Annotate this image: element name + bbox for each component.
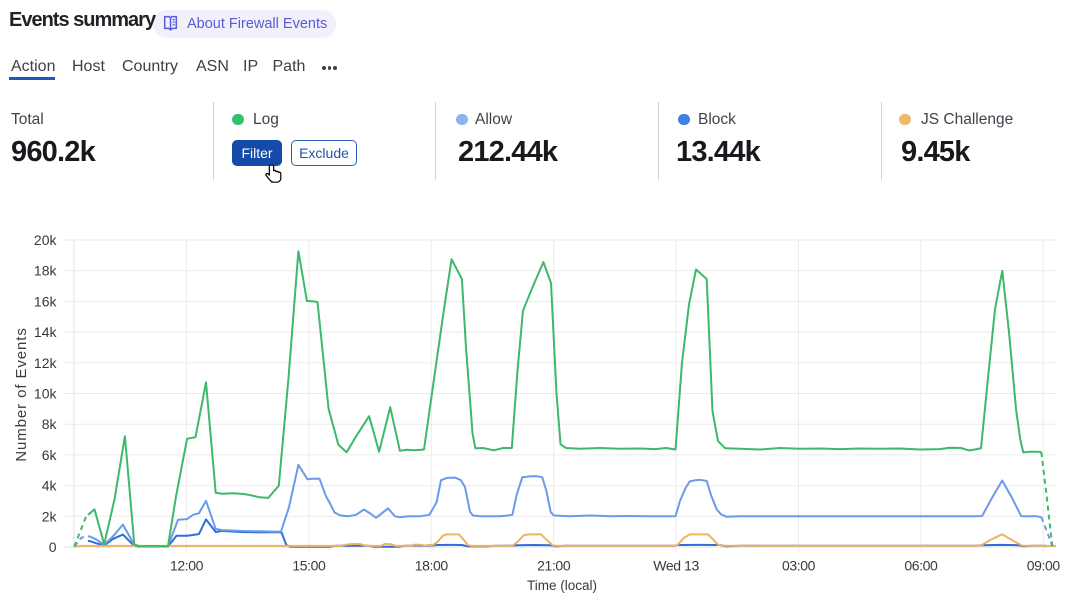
- svg-text:15:00: 15:00: [292, 558, 326, 574]
- svg-text:6k: 6k: [42, 447, 58, 463]
- svg-text:21:00: 21:00: [537, 558, 571, 574]
- svg-text:8k: 8k: [42, 416, 58, 432]
- svg-text:18:00: 18:00: [415, 558, 449, 574]
- svg-text:12k: 12k: [34, 355, 58, 371]
- svg-text:06:00: 06:00: [904, 558, 938, 574]
- svg-text:4k: 4k: [42, 478, 58, 494]
- svg-text:14k: 14k: [34, 324, 58, 340]
- svg-text:Wed 13: Wed 13: [653, 558, 699, 574]
- svg-text:10k: 10k: [34, 386, 58, 402]
- svg-text:Time (local): Time (local): [527, 578, 597, 593]
- svg-text:12:00: 12:00: [170, 558, 204, 574]
- svg-text:0: 0: [49, 539, 57, 555]
- svg-text:03:00: 03:00: [782, 558, 816, 574]
- svg-text:18k: 18k: [34, 263, 58, 279]
- svg-text:20k: 20k: [34, 232, 58, 248]
- svg-text:16k: 16k: [34, 293, 58, 309]
- svg-text:09:00: 09:00: [1027, 558, 1061, 574]
- svg-text:Number of Events: Number of Events: [13, 327, 30, 461]
- svg-text:2k: 2k: [42, 508, 58, 524]
